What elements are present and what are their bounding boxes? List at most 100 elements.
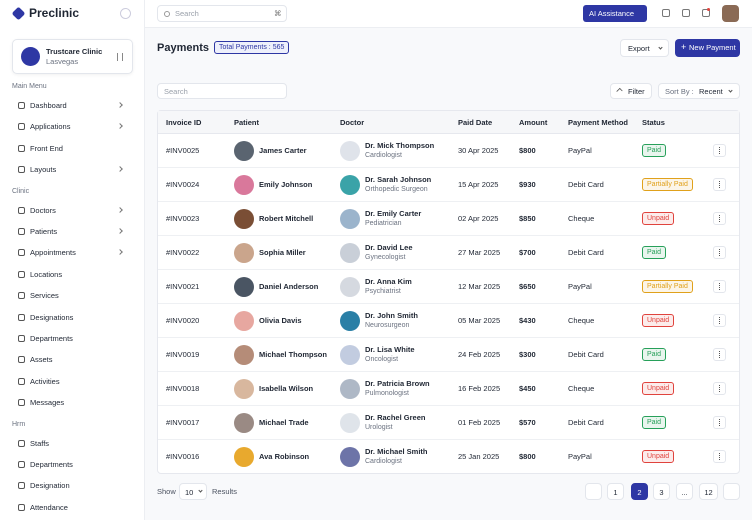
- search-shortcut: ⌘: [274, 9, 282, 18]
- paid-date: 05 Mar 2025: [458, 316, 501, 325]
- patient-avatar: [234, 413, 254, 433]
- menu-section-title: Main Menu: [12, 83, 47, 90]
- clinic-card[interactable]: Trustcare Clinic Lasvegas: [12, 39, 133, 74]
- page-button[interactable]: 1: [607, 483, 624, 500]
- column-header: Patient: [234, 118, 260, 127]
- kebab-dots: [719, 317, 720, 324]
- page-button[interactable]: 3: [653, 483, 670, 500]
- paid-date: 24 Feb 2025: [458, 350, 501, 359]
- table-row: #INV0022 Sophia Miller Dr. David Lee Gyneco…: [158, 236, 739, 270]
- row-actions[interactable]: [713, 416, 726, 429]
- table-row: #INV0020 Olivia Davis Dr. John Smith Neuros…: [158, 304, 739, 338]
- page-size-select[interactable]: 10: [179, 483, 207, 500]
- column-header: Paid Date: [458, 118, 493, 127]
- show-label: Show: [157, 487, 176, 496]
- new-payment-button[interactable]: + New Payment: [675, 39, 740, 57]
- topbar-icon[interactable]: [702, 9, 710, 17]
- amount: $430: [519, 316, 536, 325]
- row-actions[interactable]: [713, 382, 726, 395]
- doctor-specialty: Pediatrician: [365, 220, 402, 227]
- table-row: #INV0023 Robert Mitchell Dr. Emily Carter P…: [158, 202, 739, 236]
- dropdown-caret: [658, 45, 663, 50]
- invoice-id: #INV0020: [166, 316, 200, 325]
- paid-date: 01 Feb 2025: [458, 418, 501, 427]
- amount: $450: [519, 384, 536, 393]
- menu-item[interactable]: Assets: [12, 351, 132, 369]
- status-badge: Partially Paid: [642, 178, 693, 191]
- menu-icon: [18, 503, 25, 511]
- table-row: #INV0017 Michael Trade Dr. Rachel Green Uro…: [158, 406, 739, 440]
- menu-icon: [18, 356, 25, 364]
- row-actions[interactable]: [713, 450, 726, 463]
- menu-item[interactable]: Applications: [12, 118, 132, 136]
- patient-avatar: [234, 175, 254, 195]
- user-avatar[interactable]: [722, 5, 739, 22]
- topbar-search[interactable]: Search ⌘: [157, 5, 287, 22]
- menu-item[interactable]: Locations: [12, 266, 132, 284]
- row-actions[interactable]: [713, 348, 726, 361]
- menu-item[interactable]: Departments: [12, 330, 132, 348]
- table-row: #INV0025 James Carter Dr. Mick Thompson Car…: [158, 134, 739, 168]
- ai-assistance-button[interactable]: AI Assistance: [583, 5, 647, 22]
- submenu-arrow: [117, 123, 123, 130]
- topbar-icon[interactable]: [682, 9, 690, 17]
- menu-item[interactable]: Activities: [12, 373, 132, 391]
- submenu-arrow: [117, 102, 123, 108]
- menu-item[interactable]: Designation: [12, 477, 132, 495]
- menu-item[interactable]: Doctors: [12, 202, 132, 220]
- menu-item[interactable]: Services: [12, 287, 132, 305]
- patient-name: Michael Thompson: [259, 350, 327, 359]
- status-badge: Unpaid: [642, 450, 675, 463]
- table-row: #INV0016 Ava Robinson Dr. Michael Smith Car…: [158, 440, 739, 474]
- invoice-id: #INV0021: [166, 282, 200, 291]
- row-actions[interactable]: [713, 314, 726, 327]
- row-actions[interactable]: [713, 212, 726, 225]
- patient-name: Robert Mitchell: [259, 214, 314, 223]
- payment-method: PayPal: [568, 282, 592, 291]
- menu-icon: [18, 166, 25, 174]
- menu-icon: [18, 206, 25, 214]
- row-actions[interactable]: [713, 178, 726, 191]
- table-row: #INV0019 Michael Thompson Dr. Lisa White On…: [158, 338, 739, 372]
- menu-item[interactable]: Messages: [12, 394, 132, 412]
- menu-item[interactable]: Designations: [12, 309, 132, 327]
- prev-page[interactable]: [585, 483, 602, 500]
- export-button[interactable]: Export: [620, 39, 669, 57]
- menu-item[interactable]: Patients: [12, 223, 132, 241]
- doctor-avatar: [340, 141, 360, 161]
- filter-button[interactable]: Filter: [610, 83, 652, 99]
- menu-item[interactable]: Dashboard: [12, 97, 132, 115]
- row-actions[interactable]: [713, 280, 726, 293]
- menu-item[interactable]: Staffs: [12, 435, 132, 453]
- menu-label: Services: [30, 291, 59, 301]
- menu-item[interactable]: Layouts: [12, 161, 132, 179]
- doctor-avatar: [340, 243, 360, 263]
- sort-select[interactable]: Sort By : Recent: [658, 83, 740, 99]
- kebab-dots: [719, 351, 720, 358]
- page-button[interactable]: 12: [699, 483, 718, 500]
- filter-label: Filter: [628, 87, 645, 96]
- menu-item[interactable]: Attendance: [12, 499, 132, 517]
- doctor-avatar: [340, 311, 360, 331]
- collapse-button[interactable]: [120, 8, 131, 19]
- menu-icon: [18, 249, 25, 257]
- menu-item[interactable]: Front End: [12, 140, 132, 158]
- topbar-icon[interactable]: [662, 9, 670, 17]
- paid-date: 25 Jan 2025: [458, 452, 500, 461]
- row-actions[interactable]: [713, 144, 726, 157]
- menu-item[interactable]: Appointments: [12, 244, 132, 262]
- amount: $300: [519, 350, 536, 359]
- doctor-avatar: [340, 345, 360, 365]
- table-search[interactable]: Search: [157, 83, 287, 99]
- menu-icon: [18, 228, 25, 235]
- page-button[interactable]: 2: [631, 483, 648, 500]
- amount: $570: [519, 418, 536, 427]
- menu-item[interactable]: Departments: [12, 456, 132, 474]
- next-page[interactable]: [723, 483, 740, 500]
- row-actions[interactable]: [713, 246, 726, 259]
- page-button[interactable]: ...: [676, 483, 693, 500]
- doctor-name: Dr. Emily Carter: [365, 209, 422, 218]
- paid-date: 27 Mar 2025: [458, 248, 501, 257]
- menu-icon: [18, 123, 25, 131]
- sort-label: Sort By :: [665, 87, 694, 96]
